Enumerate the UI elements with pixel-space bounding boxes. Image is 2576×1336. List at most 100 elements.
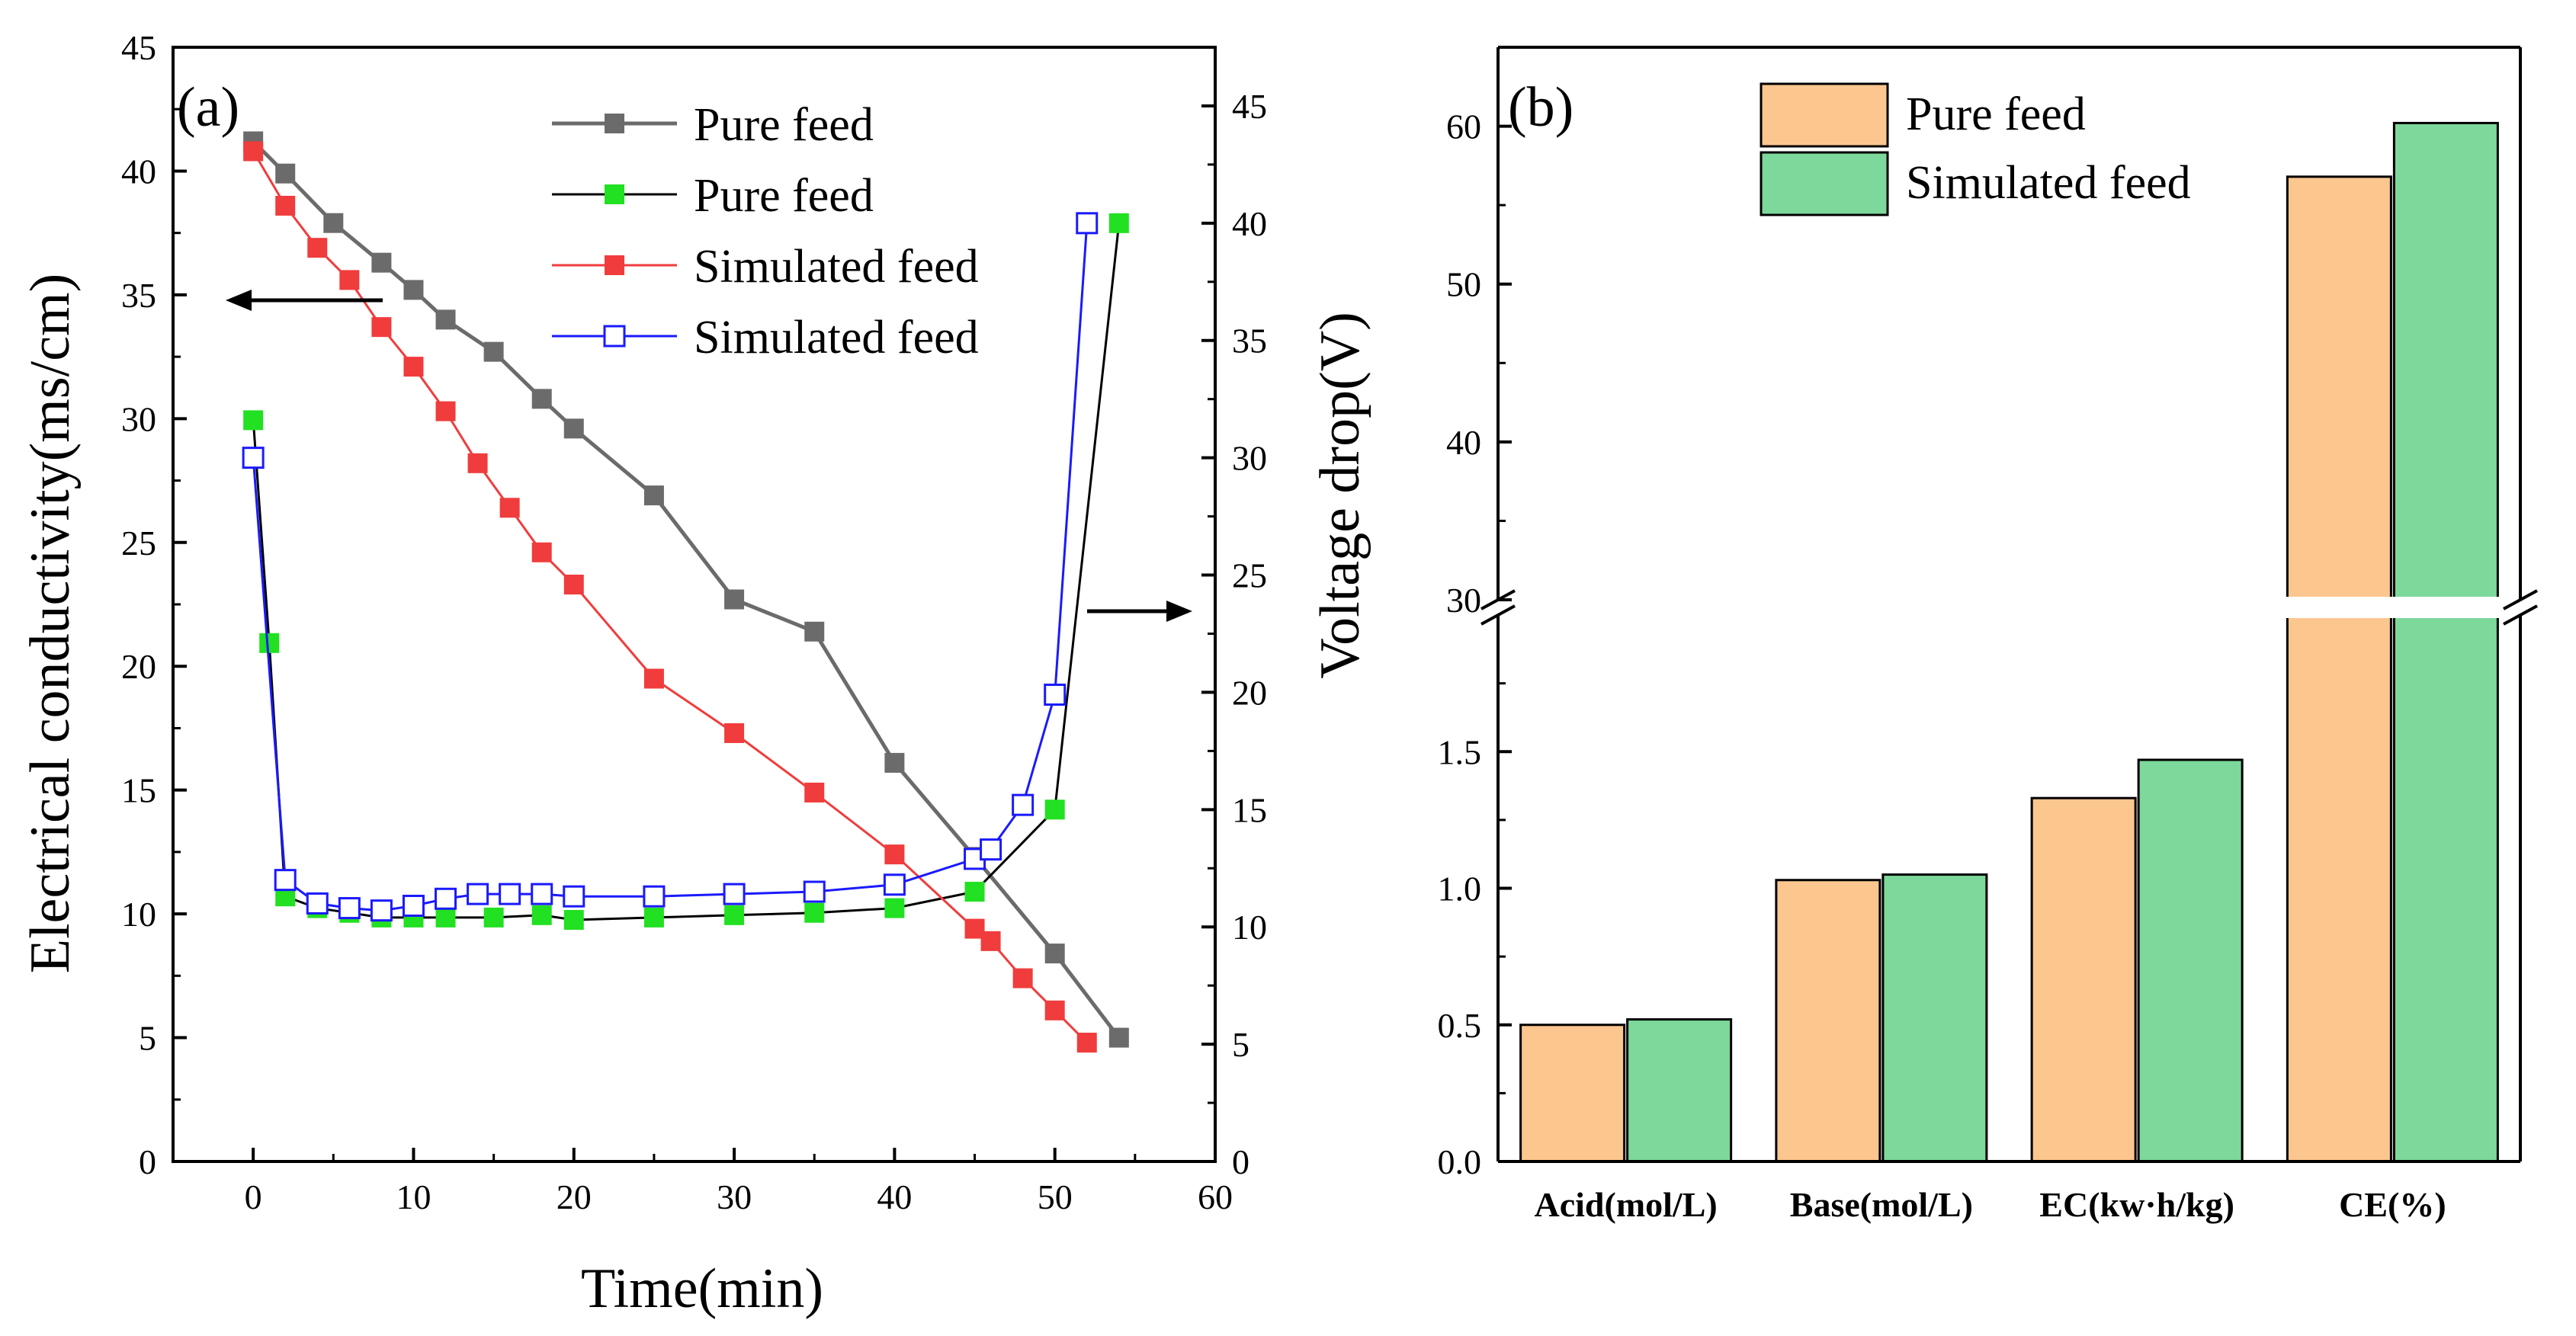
data-point bbox=[1044, 1000, 1065, 1020]
data-point bbox=[724, 722, 745, 743]
data-point bbox=[980, 931, 1001, 951]
data-point bbox=[243, 410, 264, 431]
data-point bbox=[338, 897, 361, 920]
data-point bbox=[563, 418, 584, 439]
data-point bbox=[563, 909, 584, 930]
panel-a-y-tick-label: 10 bbox=[121, 895, 156, 934]
data-point bbox=[307, 238, 328, 258]
data-point bbox=[724, 589, 745, 610]
panel-a-y-tick-label: 40 bbox=[121, 152, 156, 191]
panel-b-y-tick-label: 50 bbox=[1446, 265, 1481, 304]
data-point bbox=[1044, 799, 1065, 820]
data-point bbox=[274, 869, 297, 892]
data-point bbox=[803, 880, 826, 903]
data-point bbox=[804, 782, 825, 803]
panel-b-y-tick-label: 1.5 bbox=[1438, 732, 1482, 771]
panel-a-y-tick-label: 45 bbox=[121, 28, 156, 67]
panel-a-y2-tick-label: 20 bbox=[1232, 673, 1267, 712]
data-point bbox=[242, 447, 265, 469]
data-point bbox=[323, 213, 344, 233]
panel-a-x-tick-label: 40 bbox=[877, 1177, 912, 1216]
data-point bbox=[275, 163, 296, 184]
data-point bbox=[435, 887, 457, 910]
data-point bbox=[563, 575, 584, 595]
axis-break-mark-left bbox=[1480, 604, 1516, 626]
panel-a-y2-tick-label: 0 bbox=[1232, 1142, 1250, 1181]
data-point bbox=[467, 453, 488, 473]
legend-label: Simulated feed bbox=[694, 241, 979, 293]
data-point bbox=[643, 485, 664, 506]
data-point bbox=[259, 633, 280, 653]
panel-a-y-tick-label: 5 bbox=[139, 1019, 156, 1058]
data-point bbox=[339, 270, 360, 290]
data-point bbox=[804, 621, 825, 642]
data-point bbox=[306, 892, 329, 915]
panel-b-y-tick-label: 60 bbox=[1446, 107, 1481, 146]
data-point bbox=[402, 895, 425, 918]
data-point bbox=[884, 752, 905, 773]
series-3 bbox=[242, 212, 1099, 922]
data-point bbox=[964, 882, 985, 902]
panel-a-x-tick-label: 30 bbox=[717, 1177, 752, 1216]
legend-entry: Simulated feed bbox=[1760, 151, 2191, 216]
bar bbox=[2286, 175, 2392, 1163]
bar bbox=[1626, 1018, 1733, 1163]
data-point bbox=[724, 905, 745, 925]
series-line bbox=[252, 139, 1121, 1040]
category-label: EC(kw·h/kg) bbox=[2039, 1185, 2234, 1224]
panel-b-bar-chart: Acid(mol/L) Base(mol/L) EC(kw·h/kg) CE(%) 0.… bbox=[1438, 46, 2551, 1224]
panel-b-y-tick-label: 0.0 bbox=[1438, 1142, 1482, 1181]
panel-a-x-tick-label: 20 bbox=[557, 1177, 592, 1216]
series-2 bbox=[243, 141, 1097, 1053]
data-point bbox=[1012, 793, 1035, 816]
panel-a-legend: Pure feed Pure feed Simulated feed Simulate… bbox=[552, 99, 979, 364]
bar bbox=[1519, 1024, 1626, 1163]
axis-break-mark-right bbox=[2503, 604, 2538, 626]
data-point bbox=[883, 873, 906, 896]
panel-a-x-tick-label: 0 bbox=[245, 1177, 262, 1216]
legend-swatch bbox=[1760, 151, 1889, 216]
legend-marker bbox=[603, 325, 626, 348]
panel-b-y-tick-label: 30 bbox=[1446, 581, 1481, 620]
data-point bbox=[435, 401, 456, 421]
data-point bbox=[403, 357, 424, 377]
panel-a-x-tick-label: 50 bbox=[1038, 1177, 1073, 1216]
legend-marker bbox=[605, 255, 624, 275]
panel-b-axes-layer: Acid(mol/L) Base(mol/L) EC(kw·h/kg) CE(%) 0.… bbox=[1438, 46, 2551, 1224]
panel-a-y-axis-title: Electrical conductivity(ms/cm) bbox=[19, 274, 82, 974]
bar bbox=[2392, 121, 2499, 1163]
panel-a-x-tick-label: 60 bbox=[1198, 1177, 1233, 1216]
legend-entry: Simulated feed bbox=[552, 312, 979, 364]
bar bbox=[1775, 879, 1881, 1163]
data-point bbox=[435, 309, 456, 330]
data-point bbox=[531, 883, 553, 905]
data-point bbox=[884, 898, 905, 918]
panel-a-y-tick-label: 30 bbox=[121, 399, 156, 438]
panel-a-y-tick-label: 35 bbox=[121, 276, 156, 315]
bar bbox=[2137, 758, 2244, 1163]
data-point bbox=[723, 883, 746, 905]
data-point bbox=[483, 907, 504, 928]
legend-label: Simulated feed bbox=[694, 312, 979, 364]
series-0 bbox=[243, 131, 1129, 1048]
data-point bbox=[499, 498, 520, 518]
data-point bbox=[467, 883, 489, 905]
legend-swatch bbox=[1760, 82, 1889, 148]
data-point bbox=[531, 905, 552, 925]
panel-a-y-tick-label: 15 bbox=[121, 771, 156, 810]
legend-marker bbox=[605, 184, 624, 204]
arrow-to-left-axis bbox=[226, 290, 383, 311]
panel-a-y2-tick-label: 35 bbox=[1232, 322, 1267, 360]
data-point bbox=[563, 885, 585, 908]
data-point bbox=[371, 317, 392, 338]
panel-b-y-tick-label: 0.5 bbox=[1438, 1006, 1482, 1045]
category-label: CE(%) bbox=[2339, 1185, 2446, 1224]
panel-a-y-tick-label: 0 bbox=[139, 1142, 156, 1181]
legend-marker bbox=[605, 114, 624, 133]
data-point bbox=[1012, 968, 1033, 988]
panel-a-y2-axis-title: Voltage drop(V) bbox=[1309, 312, 1371, 679]
panel-a-y2-tick-label: 15 bbox=[1232, 790, 1267, 829]
panel-a-y2-tick-label: 40 bbox=[1232, 204, 1267, 243]
panel-a-y-tick-label: 20 bbox=[121, 647, 156, 686]
